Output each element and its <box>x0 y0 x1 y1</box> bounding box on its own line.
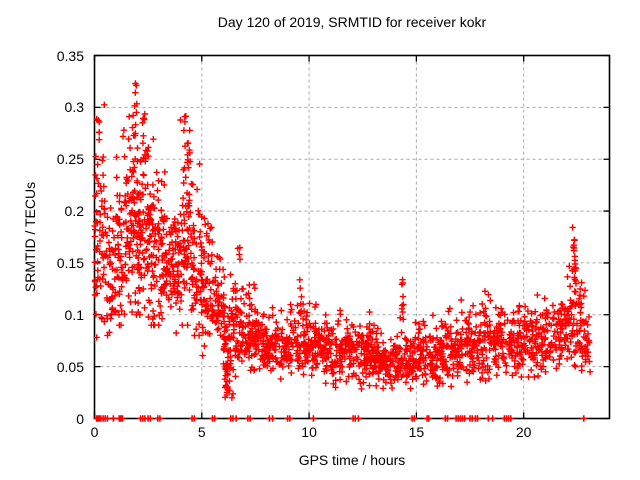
y-tick-label-0.35: 0.35 <box>56 47 84 64</box>
y-tick-label-0.3: 0.3 <box>64 99 84 116</box>
y-tick-label-0.25: 0.25 <box>56 151 84 168</box>
zero-value-markers <box>93 415 587 422</box>
chart-title: Day 120 of 2019, SRMTID for receiver kok… <box>217 14 487 30</box>
x-axis-title: GPS time / hours <box>298 452 406 468</box>
y-tick-label-0: 0 <box>76 410 84 427</box>
x-tick-label-0: 0 <box>90 424 99 440</box>
scatter-points <box>91 80 594 401</box>
x-tick-label-10: 10 <box>301 424 317 440</box>
y-tick-label-0.2: 0.2 <box>64 203 84 220</box>
y-tick-label-0.05: 0.05 <box>56 358 84 375</box>
y-tick-label-0.15: 0.15 <box>56 254 84 271</box>
x-tick-label-20: 20 <box>515 424 532 440</box>
y-tick-label-0.1: 0.1 <box>64 306 84 323</box>
x-tick-label-5: 5 <box>197 424 206 440</box>
x-tick-label-15: 15 <box>408 424 425 440</box>
